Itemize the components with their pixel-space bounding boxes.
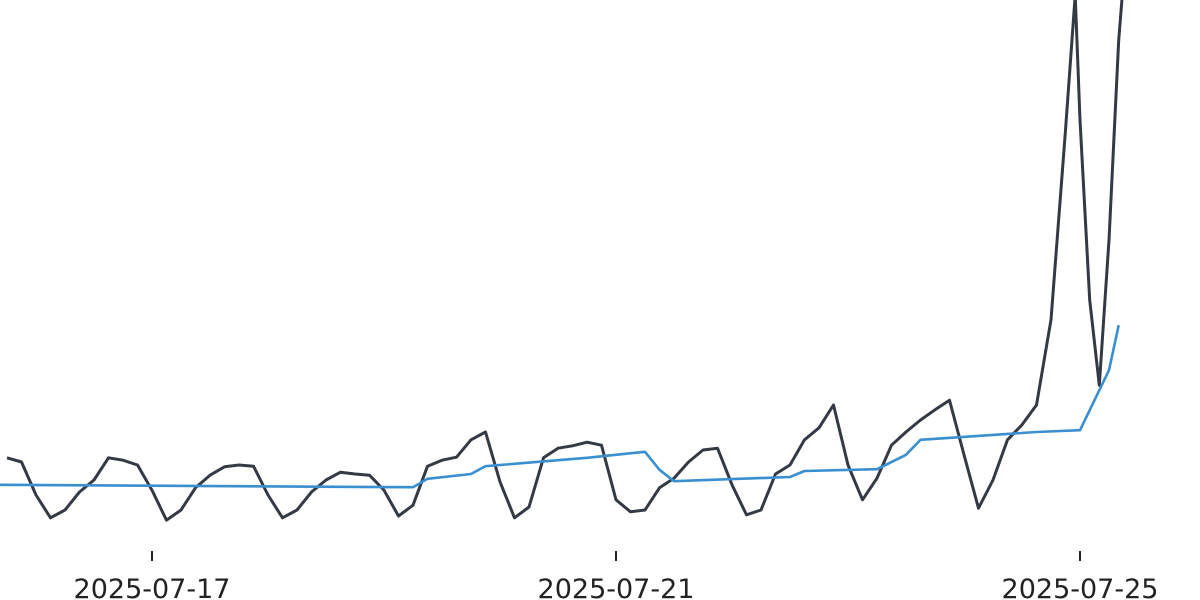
series-line-dark bbox=[6, 0, 1124, 522]
x-tick-label: 2025-07-21 bbox=[538, 574, 695, 600]
x-axis: 2025-07-17 2025-07-21 2025-07-25 bbox=[74, 551, 1159, 600]
x-tick-label: 2025-07-25 bbox=[1002, 574, 1159, 600]
series-line-blue bbox=[0, 324, 1120, 489]
series-layer bbox=[0, 0, 1124, 522]
x-tick-label: 2025-07-17 bbox=[74, 574, 231, 600]
